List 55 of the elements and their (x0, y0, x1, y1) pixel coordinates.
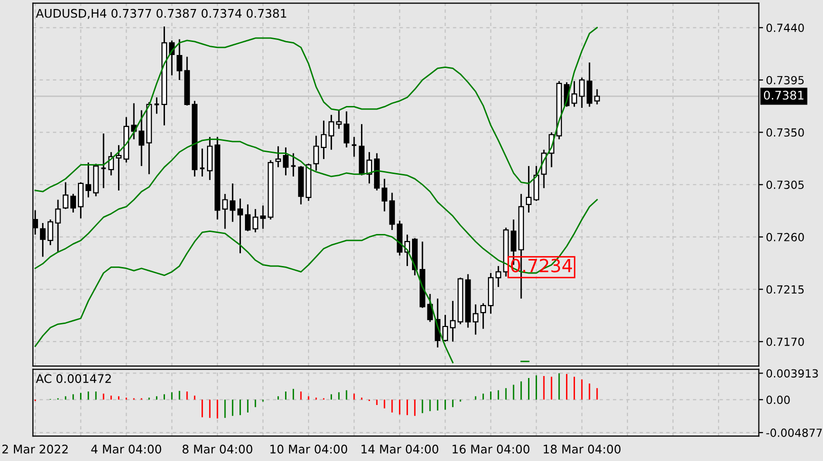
y-tick-label: 0.7395 (766, 76, 804, 84)
candlestick (62, 182, 68, 210)
candlestick (230, 182, 236, 223)
chart-title: AC 0.001472 (36, 374, 111, 384)
y-tick-label: -0.004877 (766, 428, 822, 437)
candlestick (275, 146, 282, 168)
candlestick (78, 182, 84, 220)
candlestick (48, 218, 54, 246)
candlestick (290, 152, 296, 178)
candlestick (244, 204, 251, 232)
candlestick (138, 110, 144, 167)
candlestick (154, 96, 160, 114)
candlestick (320, 120, 327, 160)
line-series (34, 138, 598, 274)
candlestick (579, 76, 585, 109)
candlestick (344, 110, 350, 148)
y-tick-label: 0.00 (766, 396, 790, 404)
y-tick-label: 0.7440 (766, 24, 804, 32)
x-tick-label: 2 Mar 2022 (2, 444, 68, 454)
x-tick-label: 18 Mar 04:00 (544, 444, 621, 454)
y-tick-label: 0.7350 (766, 128, 804, 137)
candlestick (442, 314, 448, 342)
candlestick (313, 135, 319, 172)
ref-line-label: 0.7381 (764, 90, 804, 100)
x-tick-label: 8 Mar 04:00 (182, 444, 252, 454)
candlestick (252, 208, 258, 233)
line-series (34, 26, 598, 192)
candlestick (100, 132, 107, 189)
candlestick (526, 165, 532, 214)
candlestick (450, 300, 456, 342)
chart-title: AUDUSD,H4 0.7377 0.7387 0.7374 0.7381 (36, 8, 286, 20)
y-tick-label: 0.003913 (766, 369, 818, 378)
y-tick-label: 0.7170 (766, 338, 804, 346)
x-tick-label: 4 Mar 04:00 (91, 444, 162, 454)
candlestick (237, 198, 244, 254)
candlestick (199, 148, 206, 178)
candlestick (350, 136, 358, 158)
candlestick (571, 80, 578, 108)
candlestick (472, 304, 478, 336)
y-tick-label: 0.7215 (766, 285, 804, 294)
y-tick-label: 0.7260 (766, 232, 804, 242)
x-tick-label: 14 Mar 04:00 (362, 444, 438, 454)
candlestick (328, 114, 334, 150)
candlestick (55, 199, 61, 253)
candlestick (86, 162, 92, 198)
x-tick-label: 16 Mar 04:00 (452, 444, 530, 454)
candlestick (40, 222, 46, 258)
y-tick-label: 0.7305 (766, 180, 804, 190)
candlestick (480, 302, 486, 330)
candlestick (336, 110, 342, 130)
candlestick (70, 193, 76, 214)
candlestick (116, 144, 122, 192)
x-tick-label: 10 Mar 04:00 (270, 444, 348, 454)
candlestick (496, 265, 502, 288)
candlestick (282, 146, 289, 176)
